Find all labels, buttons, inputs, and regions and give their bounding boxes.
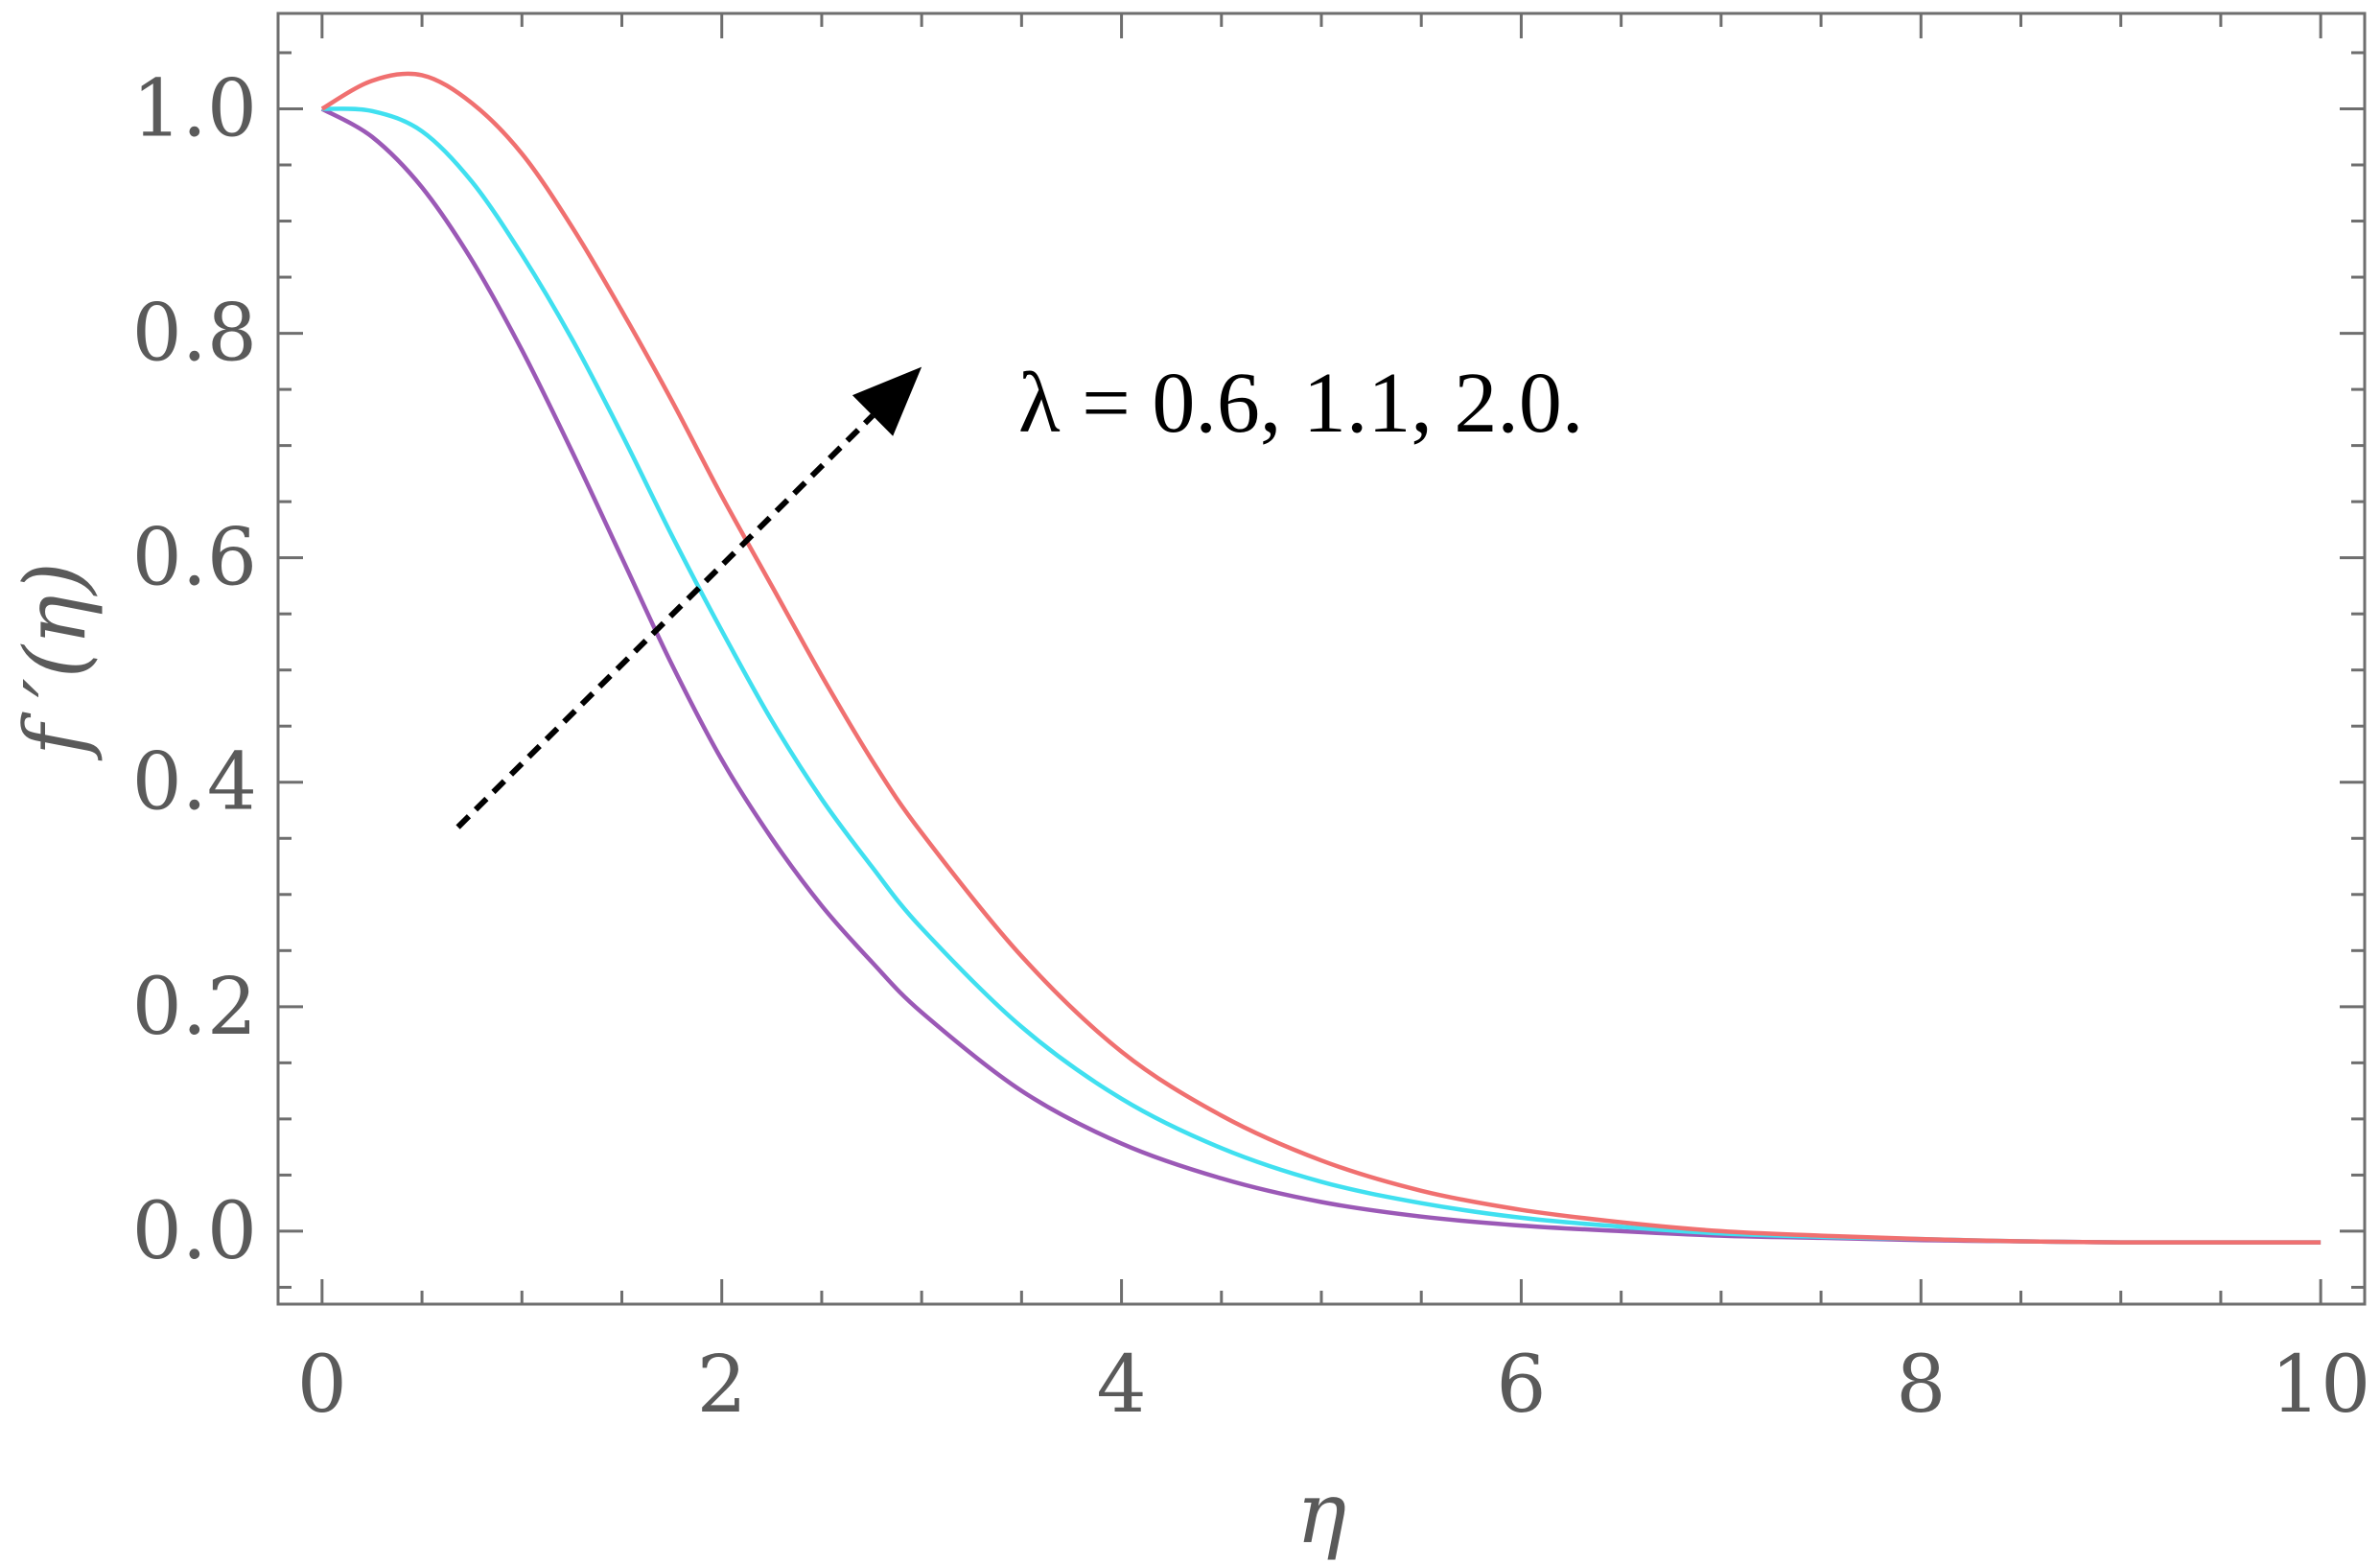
y-axis-title: f ′(η) xyxy=(6,562,105,761)
x-tick-label: 2 xyxy=(697,1340,747,1431)
series-line-3 xyxy=(320,71,2322,1245)
y-tick-label: 0.2 xyxy=(132,962,257,1053)
y-tick-label: 0.8 xyxy=(132,289,257,380)
x-tick-label: 4 xyxy=(1096,1340,1146,1431)
annotation-label: λ = 0.6, 1.1, 2.0. xyxy=(1018,356,1583,451)
ticks: 0 2 4 6 8 10 0.0 0.2 0.4 0.6 0.8 1.0 xyxy=(132,13,2370,1431)
annotation-arrow-head xyxy=(852,366,922,436)
annotation-arrow-shaft xyxy=(455,413,875,829)
x-tick-label: 0 xyxy=(297,1340,347,1431)
x-axis-title: η xyxy=(1296,1463,1347,1562)
x-tick-label: 8 xyxy=(1896,1340,1946,1431)
annotation: λ = 0.6, 1.1, 2.0. xyxy=(455,356,1583,829)
series-line-1 xyxy=(320,106,2322,1245)
x-tick-label: 6 xyxy=(1496,1340,1546,1431)
plot-frame xyxy=(276,12,2367,1306)
y-tick-label: 0.4 xyxy=(132,737,257,829)
y-tick-label: 0.6 xyxy=(132,513,257,604)
x-tick-label: 10 xyxy=(2271,1340,2370,1431)
series-group xyxy=(320,71,2322,1245)
y-tick-label: 0.0 xyxy=(132,1186,257,1277)
series-line-2 xyxy=(321,106,2322,1245)
y-tick-label: 1.0 xyxy=(132,63,257,154)
